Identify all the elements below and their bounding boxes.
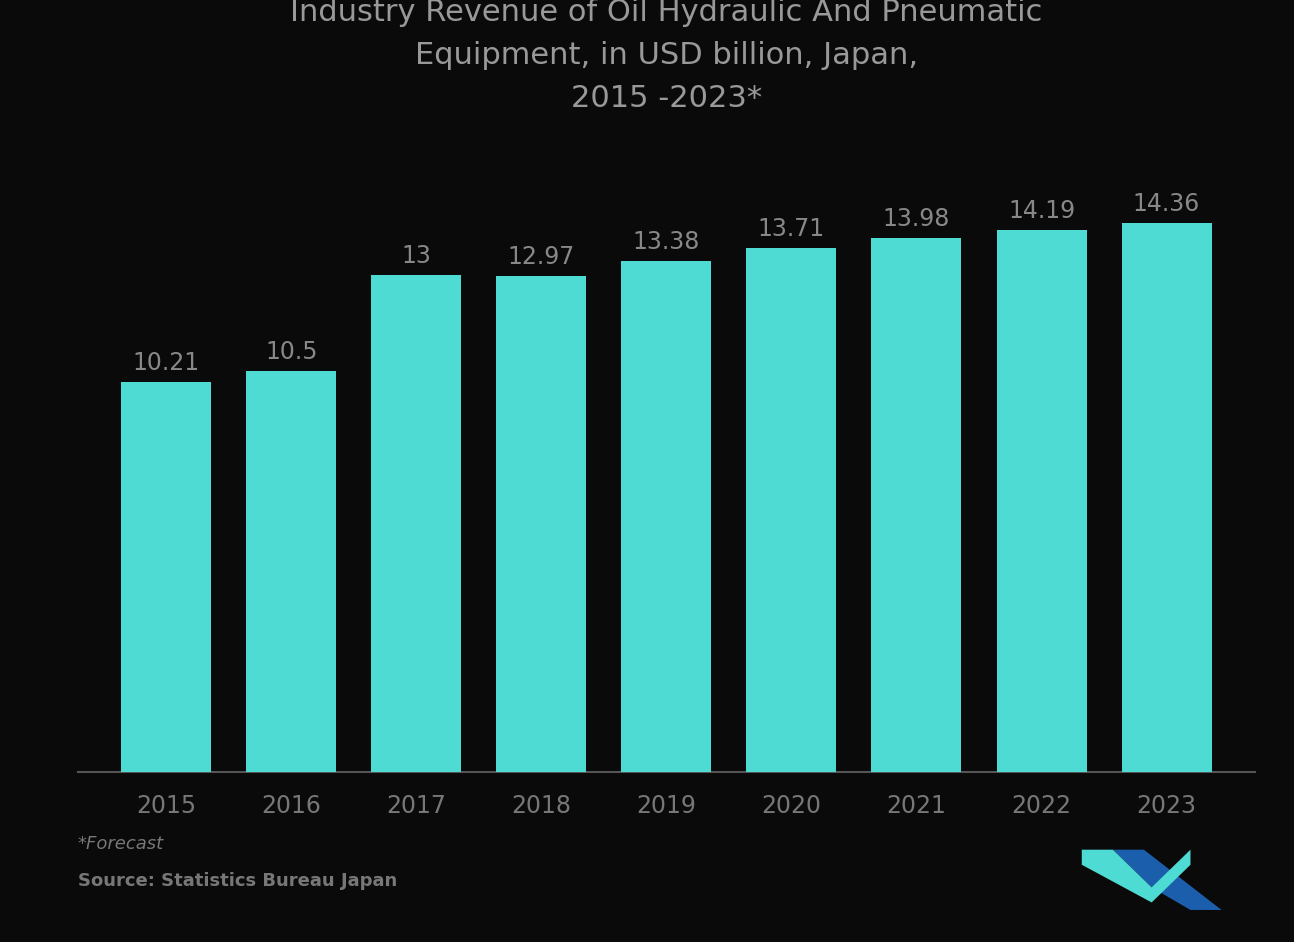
Polygon shape (1082, 850, 1190, 902)
Text: 13: 13 (401, 244, 431, 268)
Bar (996, 230, 1087, 772)
Text: 13.71: 13.71 (758, 218, 826, 241)
Title: Industry Revenue of Oil Hydraulic And Pneumatic
Equipment, in USD billion, Japan: Industry Revenue of Oil Hydraulic And Pn… (290, 0, 1043, 113)
Text: 13.38: 13.38 (633, 230, 700, 253)
Bar (621, 261, 712, 772)
Bar (497, 276, 586, 772)
Polygon shape (1113, 850, 1222, 910)
Text: *Forecast: *Forecast (78, 835, 164, 853)
Bar (871, 237, 961, 772)
Text: 13.98: 13.98 (883, 207, 950, 231)
Text: 12.97: 12.97 (507, 246, 575, 269)
Text: 14.19: 14.19 (1008, 199, 1075, 222)
Text: 10.21: 10.21 (133, 351, 199, 375)
Text: 10.5: 10.5 (265, 340, 317, 364)
Bar (1122, 223, 1211, 772)
Text: Source: Statistics Bureau Japan: Source: Statistics Bureau Japan (78, 872, 397, 890)
Bar (371, 275, 462, 772)
Bar (747, 248, 836, 772)
Bar (122, 382, 211, 772)
Bar (246, 371, 336, 772)
Text: 14.36: 14.36 (1134, 192, 1200, 217)
